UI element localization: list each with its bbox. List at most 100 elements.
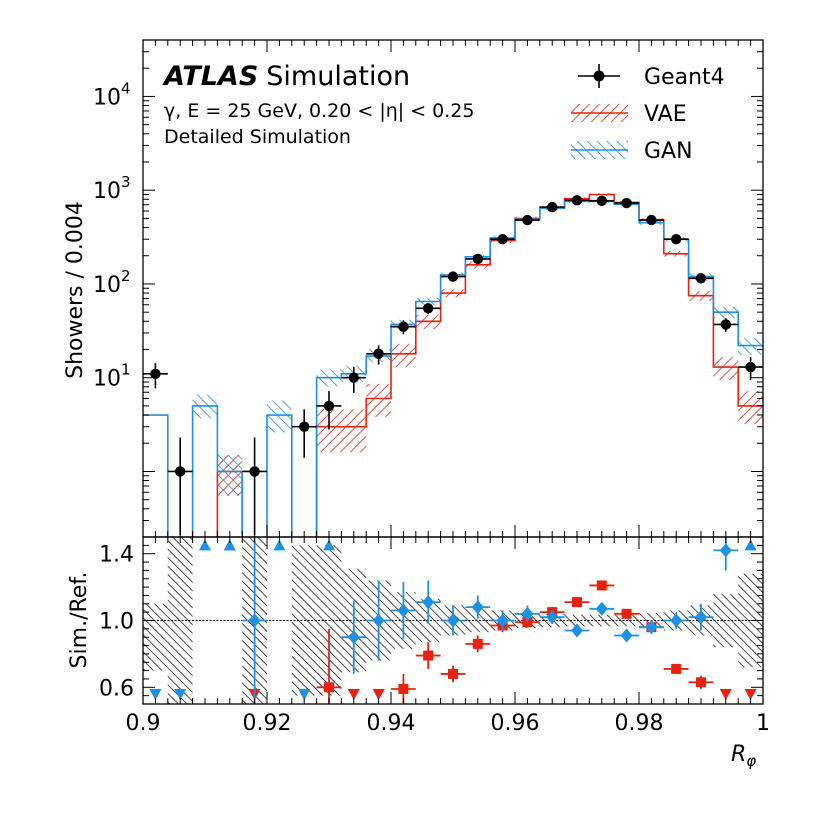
- vae-ratio-point: [465, 635, 491, 653]
- vae-ratio-marker: [596, 580, 607, 591]
- main-y-tick-label: 101: [93, 361, 131, 392]
- vae-ratio-point: [415, 642, 441, 669]
- gan-ratio-series: [149, 537, 757, 704]
- geant4-marker: [547, 201, 558, 213]
- main-y-tick-base: 10: [93, 273, 121, 298]
- info-line-2: Detailed Simulation: [164, 126, 351, 148]
- gan-ratio-marker: [595, 601, 608, 616]
- geant4-point: [614, 197, 639, 209]
- geant4-point: [366, 345, 391, 365]
- x-axis-label-subscript: φ: [746, 752, 756, 770]
- x-tick-label: 0.96: [491, 711, 540, 736]
- main-y-axis-label: Showers / 0.004: [63, 201, 88, 379]
- x-tick-label: 0.9: [126, 711, 161, 736]
- gan-ratio-arrow-up: [273, 539, 286, 551]
- x-tick-label: 0.92: [243, 711, 292, 736]
- gan-ratio-arrow-down: [298, 688, 311, 700]
- vae-ratio-marker: [324, 682, 334, 693]
- vae-ratio-point: [564, 597, 590, 608]
- vae-ratio-point: [589, 580, 615, 591]
- legend-vae-label: VAE: [644, 102, 687, 127]
- main-y-tick-exponent: 2: [121, 267, 131, 285]
- geant4-marker: [646, 214, 657, 226]
- x-axis-label: Rφ: [731, 742, 756, 770]
- gan-band-bin: [267, 400, 292, 433]
- vae-band-bin: [366, 383, 391, 418]
- main-y-tick-base: 10: [93, 179, 121, 204]
- gan-ratio-point: [515, 605, 540, 623]
- geant4-marker: [621, 197, 632, 209]
- geant4-point: [391, 320, 416, 335]
- vae-band-bin: [738, 391, 763, 425]
- vae-ratio-point: [688, 675, 714, 689]
- main-plot-area: [143, 193, 763, 537]
- geant4-marker: [323, 400, 335, 412]
- legend-item-vae: VAE: [571, 102, 687, 127]
- atlas-title: ATLAS Simulation: [162, 61, 410, 92]
- geant4-point: [167, 437, 193, 536]
- vae-ratio-point: [440, 665, 466, 683]
- vae-band-bin: [713, 357, 739, 380]
- geant4-point: [341, 366, 367, 393]
- geant4-marker: [522, 214, 533, 226]
- geant4-point: [415, 303, 441, 315]
- gan-band-bin: [217, 454, 243, 496]
- vae-ratio-marker: [423, 650, 434, 661]
- gan-ratio-marker: [347, 630, 360, 645]
- geant4-marker: [571, 195, 583, 206]
- gan-ratio-marker: [521, 606, 534, 621]
- vae-ratio-point: [614, 608, 639, 619]
- geant4-marker: [745, 361, 756, 373]
- vae-ratio-marker: [696, 677, 706, 688]
- vae-ratio-marker: [472, 638, 483, 649]
- main-y-tick-base: 10: [93, 367, 121, 392]
- gan-ratio-point: [465, 595, 491, 619]
- gan-ratio-point: [341, 600, 367, 674]
- atlas-title-bold: ATLAS: [162, 61, 258, 92]
- geant4-point: [639, 214, 664, 226]
- geant4-point: [291, 409, 317, 458]
- x-tick-label: 1: [756, 711, 770, 736]
- gan-ratio-arrow-down: [149, 688, 162, 700]
- gan-ratio-point: [663, 612, 689, 629]
- gan-ratio-point: [688, 603, 714, 631]
- ratio-y-tick-label: 1.4: [99, 543, 134, 568]
- gan-ratio-point: [564, 623, 590, 638]
- info-line-1: γ, E = 25 GeV, 0.20 < |η| < 0.25: [164, 100, 475, 122]
- gan-ratio-marker: [471, 600, 484, 615]
- vae-ratio-series: [149, 539, 757, 704]
- gan-ratio-marker: [645, 620, 658, 635]
- geant4-marker: [695, 273, 707, 284]
- geant4-point: [515, 214, 540, 226]
- gan-ratio-marker: [695, 610, 707, 625]
- ratio-y-tick-label: 1.0: [99, 610, 134, 635]
- main-y-tick-exponent: 3: [121, 173, 131, 191]
- vae-ratio-point: [316, 628, 342, 704]
- geant4-marker: [249, 466, 260, 477]
- legend-gan-label: GAN: [644, 139, 693, 164]
- main-y-tick-base: 10: [93, 85, 121, 110]
- gan-bands: [192, 199, 763, 496]
- gan-ratio-point: [490, 610, 515, 631]
- ratio-plot-area: [143, 537, 763, 704]
- geant4-point: [713, 318, 739, 332]
- axis-ticks: [142, 39, 764, 705]
- geant4-point: [143, 363, 168, 389]
- geant4-marker: [472, 253, 483, 265]
- main-y-tick-label: 102: [93, 267, 131, 298]
- vae-step-line: [216, 193, 763, 537]
- geant4-point: [490, 234, 515, 245]
- geant4-marker: [299, 421, 310, 432]
- vae-ratio-arrow-down: [744, 688, 757, 700]
- geant4-marker: [671, 234, 682, 245]
- vae-ratio-marker: [572, 597, 582, 608]
- geant4-marker: [398, 321, 409, 332]
- gan-ratio-marker: [496, 613, 509, 628]
- gan-ratio-marker: [397, 603, 410, 618]
- ratio-y-axis-label: Sim./Ref.: [67, 572, 92, 669]
- main-y-tick-exponent: 4: [121, 79, 131, 97]
- legend: Geant4 VAE GAN: [571, 64, 725, 164]
- geant4-marker: [423, 303, 434, 314]
- geant4-marker: [373, 348, 384, 359]
- axis-tick-labels: 0.9 0.92 0.94 0.96 0.98 11011021031040.61.01.…: [93, 79, 770, 736]
